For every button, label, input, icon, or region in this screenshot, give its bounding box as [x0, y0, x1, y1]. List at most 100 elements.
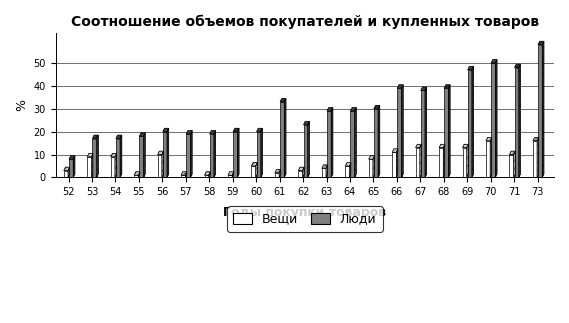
- Polygon shape: [143, 133, 145, 178]
- Polygon shape: [463, 148, 467, 178]
- Polygon shape: [402, 85, 403, 178]
- Polygon shape: [444, 88, 448, 178]
- Polygon shape: [468, 70, 472, 178]
- Polygon shape: [308, 121, 310, 178]
- Polygon shape: [374, 109, 378, 178]
- Polygon shape: [93, 139, 97, 178]
- Polygon shape: [228, 172, 234, 175]
- Legend: Вещи, Люди: Вещи, Люди: [227, 206, 382, 232]
- Polygon shape: [120, 135, 122, 178]
- Polygon shape: [205, 172, 211, 175]
- Polygon shape: [331, 108, 333, 178]
- Polygon shape: [93, 135, 98, 139]
- Polygon shape: [491, 63, 496, 178]
- Polygon shape: [181, 172, 187, 175]
- Polygon shape: [298, 171, 303, 178]
- Polygon shape: [425, 87, 427, 178]
- Polygon shape: [537, 137, 539, 178]
- Polygon shape: [214, 130, 216, 178]
- Polygon shape: [275, 170, 281, 173]
- Polygon shape: [87, 157, 92, 178]
- Polygon shape: [392, 149, 398, 152]
- Polygon shape: [92, 153, 93, 178]
- Title: Соотношение объемов покупателей и купленных товаров: Соотношение объемов покупателей и куплен…: [71, 15, 539, 29]
- Polygon shape: [421, 90, 425, 178]
- Y-axis label: %: %: [15, 99, 28, 111]
- Polygon shape: [439, 148, 443, 178]
- Polygon shape: [373, 156, 374, 178]
- Polygon shape: [163, 132, 167, 178]
- Polygon shape: [467, 144, 468, 178]
- Polygon shape: [472, 67, 473, 178]
- Polygon shape: [397, 149, 398, 178]
- Polygon shape: [158, 155, 162, 178]
- Polygon shape: [191, 130, 192, 178]
- Polygon shape: [349, 162, 351, 178]
- Polygon shape: [327, 108, 333, 111]
- Polygon shape: [439, 144, 445, 148]
- Polygon shape: [87, 153, 93, 157]
- Polygon shape: [486, 137, 492, 141]
- Polygon shape: [509, 151, 516, 155]
- Polygon shape: [275, 173, 279, 178]
- Polygon shape: [158, 151, 163, 155]
- Polygon shape: [326, 165, 328, 178]
- Polygon shape: [354, 108, 356, 178]
- Polygon shape: [233, 132, 237, 178]
- Polygon shape: [233, 128, 239, 132]
- Polygon shape: [116, 139, 120, 178]
- Polygon shape: [280, 99, 286, 102]
- Polygon shape: [345, 162, 351, 166]
- Polygon shape: [284, 99, 286, 178]
- Polygon shape: [421, 87, 427, 90]
- Polygon shape: [448, 85, 450, 178]
- Polygon shape: [134, 175, 138, 178]
- Polygon shape: [115, 153, 117, 178]
- Polygon shape: [209, 172, 211, 178]
- Polygon shape: [97, 135, 98, 178]
- Polygon shape: [496, 59, 497, 178]
- Polygon shape: [491, 59, 497, 63]
- Polygon shape: [519, 64, 521, 178]
- Polygon shape: [542, 41, 544, 178]
- Polygon shape: [162, 151, 163, 178]
- Polygon shape: [64, 167, 70, 171]
- Polygon shape: [138, 172, 140, 178]
- Polygon shape: [111, 153, 117, 157]
- Polygon shape: [392, 152, 397, 178]
- Polygon shape: [444, 85, 450, 88]
- Polygon shape: [538, 41, 544, 45]
- Polygon shape: [205, 175, 209, 178]
- Polygon shape: [468, 67, 473, 70]
- Polygon shape: [533, 137, 539, 141]
- Polygon shape: [210, 130, 216, 134]
- Polygon shape: [463, 144, 468, 148]
- Polygon shape: [210, 134, 214, 178]
- Polygon shape: [533, 141, 537, 178]
- Polygon shape: [378, 105, 380, 178]
- Polygon shape: [397, 88, 402, 178]
- Polygon shape: [345, 166, 349, 178]
- Polygon shape: [369, 159, 373, 178]
- Polygon shape: [327, 111, 331, 178]
- Polygon shape: [261, 128, 262, 178]
- Polygon shape: [228, 175, 232, 178]
- Polygon shape: [139, 133, 145, 136]
- Polygon shape: [303, 125, 308, 178]
- Polygon shape: [69, 156, 75, 159]
- Polygon shape: [351, 111, 354, 178]
- Polygon shape: [443, 144, 445, 178]
- Polygon shape: [237, 128, 239, 178]
- Polygon shape: [303, 167, 304, 178]
- Polygon shape: [280, 102, 284, 178]
- Polygon shape: [514, 151, 516, 178]
- Polygon shape: [490, 137, 492, 178]
- X-axis label: Годы покупки товаров: Годы покупки товаров: [223, 205, 386, 219]
- Polygon shape: [257, 132, 261, 178]
- Polygon shape: [167, 128, 168, 178]
- Polygon shape: [232, 172, 234, 178]
- Polygon shape: [64, 171, 68, 178]
- Polygon shape: [514, 64, 521, 68]
- Polygon shape: [351, 108, 356, 111]
- Polygon shape: [181, 175, 185, 178]
